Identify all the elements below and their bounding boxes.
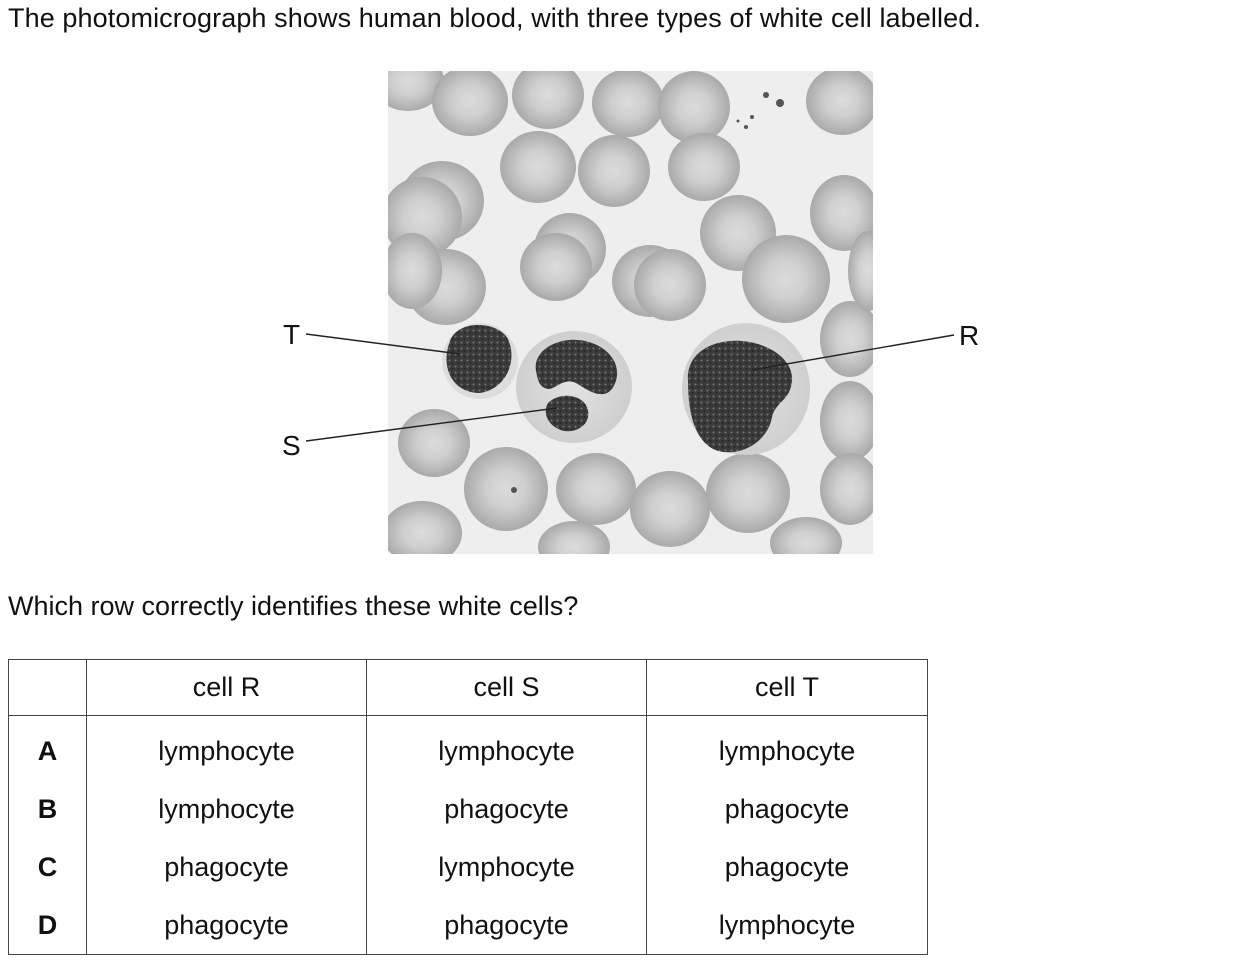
cell-r-value: phagocyte: [86, 896, 367, 955]
cell-r-value: lymphocyte: [86, 780, 367, 838]
header-cell-s: cell S: [366, 659, 647, 716]
intro-text: The photomicrograph shows human blood, w…: [8, 3, 981, 33]
header-cell-t: cell T: [646, 659, 928, 716]
table-header-row: cell R cell S cell T: [8, 659, 928, 716]
option-letter: C: [8, 838, 87, 896]
cell-r-value: lymphocyte: [86, 715, 367, 780]
option-letter: A: [8, 715, 87, 780]
option-letter: D: [8, 896, 87, 955]
cell-s-value: lymphocyte: [366, 715, 647, 780]
cell-t-value: phagocyte: [646, 838, 928, 896]
cell-s-value: phagocyte: [366, 896, 647, 955]
cell-s-value: lymphocyte: [366, 838, 647, 896]
white-cell-t: [442, 323, 518, 399]
table-row: C phagocyte lymphocyte phagocyte: [8, 838, 928, 896]
leader-line-s: [305, 407, 558, 442]
cell-t-value: lymphocyte: [646, 715, 928, 780]
cell-s-value: phagocyte: [366, 780, 647, 838]
table-row: D phagocyte phagocyte lymphocyte: [8, 896, 928, 955]
cell-t-value: phagocyte: [646, 780, 928, 838]
answer-table: cell R cell S cell T A lymphocyte lympho…: [8, 659, 928, 955]
label-s: S: [282, 430, 301, 461]
platelets: [511, 92, 784, 493]
table-row: A lymphocyte lymphocyte lymphocyte: [8, 715, 928, 780]
white-cell-s: [516, 331, 632, 443]
option-letter: B: [8, 780, 87, 838]
table-row: B lymphocyte phagocyte phagocyte: [8, 780, 928, 838]
header-option: [8, 659, 87, 716]
question-text: Which row correctly identifies these whi…: [8, 591, 579, 621]
leader-line-r: [751, 334, 955, 371]
label-r: R: [959, 320, 980, 351]
leader-line-t: [305, 333, 461, 355]
micrograph-image: [388, 71, 873, 554]
blood-photomicrograph: [388, 71, 873, 554]
header-cell-r: cell R: [86, 659, 367, 716]
cell-t-value: lymphocyte: [646, 896, 928, 955]
red-blood-cells: [388, 71, 873, 554]
label-t: T: [283, 319, 301, 350]
white-cell-r: [682, 323, 810, 455]
cell-r-value: phagocyte: [86, 838, 367, 896]
